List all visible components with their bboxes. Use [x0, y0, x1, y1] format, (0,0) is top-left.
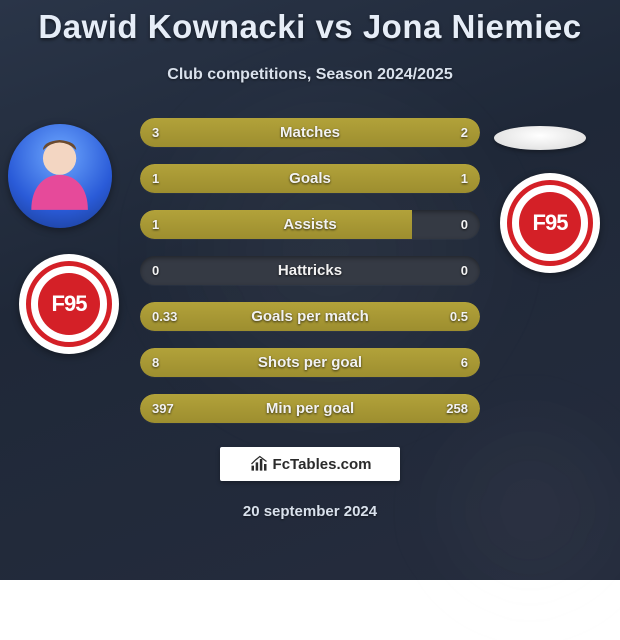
stat-bar: 86Shots per goal [140, 348, 480, 377]
stat-bar: 10Assists [140, 210, 480, 239]
date-text: 20 september 2024 [0, 503, 620, 520]
club-badge-left-text: F95 [38, 273, 100, 335]
stat-label: Shots per goal [140, 348, 480, 377]
page-title: Dawid Kownacki vs Jona Niemiec [0, 0, 620, 46]
stat-label: Matches [140, 118, 480, 147]
chart-icon [249, 454, 269, 474]
branding: FcTables.com [220, 447, 400, 481]
person-silhouette-icon [18, 130, 101, 213]
stat-label: Assists [140, 210, 480, 239]
player-left-avatar [8, 124, 112, 228]
branding-text: FcTables.com [273, 456, 372, 473]
stat-bar: 0.330.5Goals per match [140, 302, 480, 331]
stat-label: Hattricks [140, 256, 480, 285]
stat-label: Goals per match [140, 302, 480, 331]
club-badge-right: F95 [500, 173, 600, 273]
subtitle: Club competitions, Season 2024/2025 [0, 66, 620, 84]
club-badge-left: F95 [19, 254, 119, 354]
stat-label: Min per goal [140, 394, 480, 423]
stat-label: Goals [140, 164, 480, 193]
stat-bar: 00Hattricks [140, 256, 480, 285]
stat-bar: 397258Min per goal [140, 394, 480, 423]
stats-bars: 32Matches 11Goals 10Assists 00Hattricks 0.33… [140, 118, 480, 423]
stat-bar: 11Goals [140, 164, 480, 193]
club-badge-right-text: F95 [519, 192, 581, 254]
stat-bar: 32Matches [140, 118, 480, 147]
player-right-placeholder [494, 126, 586, 150]
